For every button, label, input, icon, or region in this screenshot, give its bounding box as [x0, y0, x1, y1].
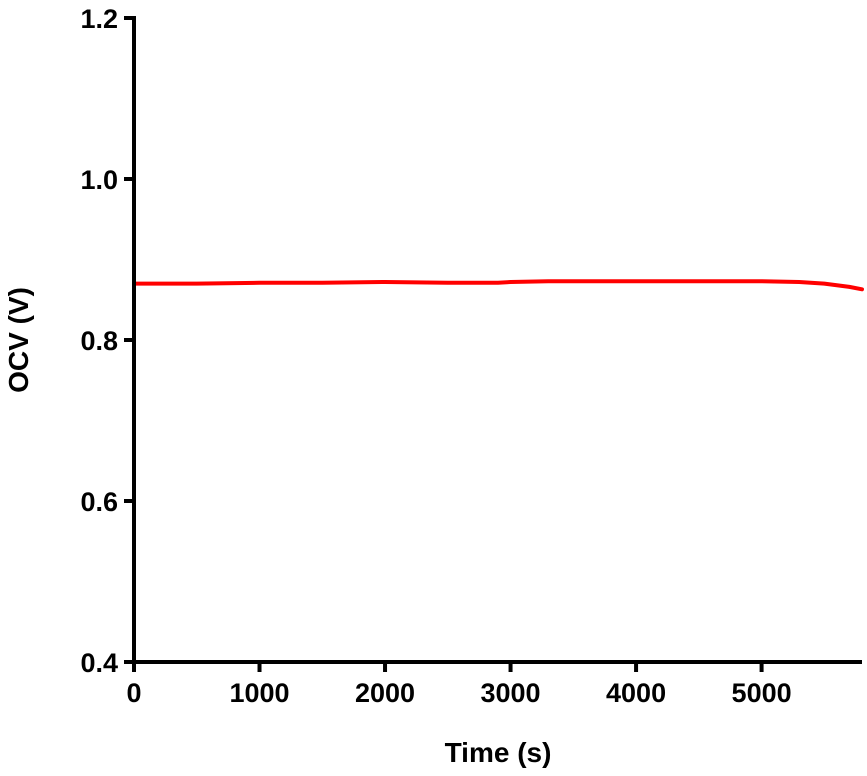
x-tick-label: 4000 [606, 678, 666, 708]
y-tick-label: 1.2 [80, 4, 118, 34]
series-layer [132, 279, 864, 292]
axes-layer [132, 16, 862, 664]
x-tick-label: 3000 [481, 678, 541, 708]
y-tick-label: 0.6 [80, 487, 118, 517]
ticks-layer: 0.4 0.6 0.8 1.0 1.2 0 1000 2000 3000 4000 5000 [80, 4, 791, 708]
x-tick-label: 2000 [355, 678, 415, 708]
x-axis-title: Time (s) [445, 737, 552, 768]
x-tick-label: 1000 [229, 678, 289, 708]
y-tick-label: 1.0 [80, 165, 118, 195]
x-tick-label: 5000 [732, 678, 792, 708]
x-tick-label: 0 [126, 678, 141, 708]
y-tick-label: 0.4 [80, 648, 118, 678]
series-line-ocv [132, 279, 864, 292]
y-tick-label: 0.8 [80, 326, 118, 356]
y-axis-title: OCV (V) [3, 287, 34, 393]
